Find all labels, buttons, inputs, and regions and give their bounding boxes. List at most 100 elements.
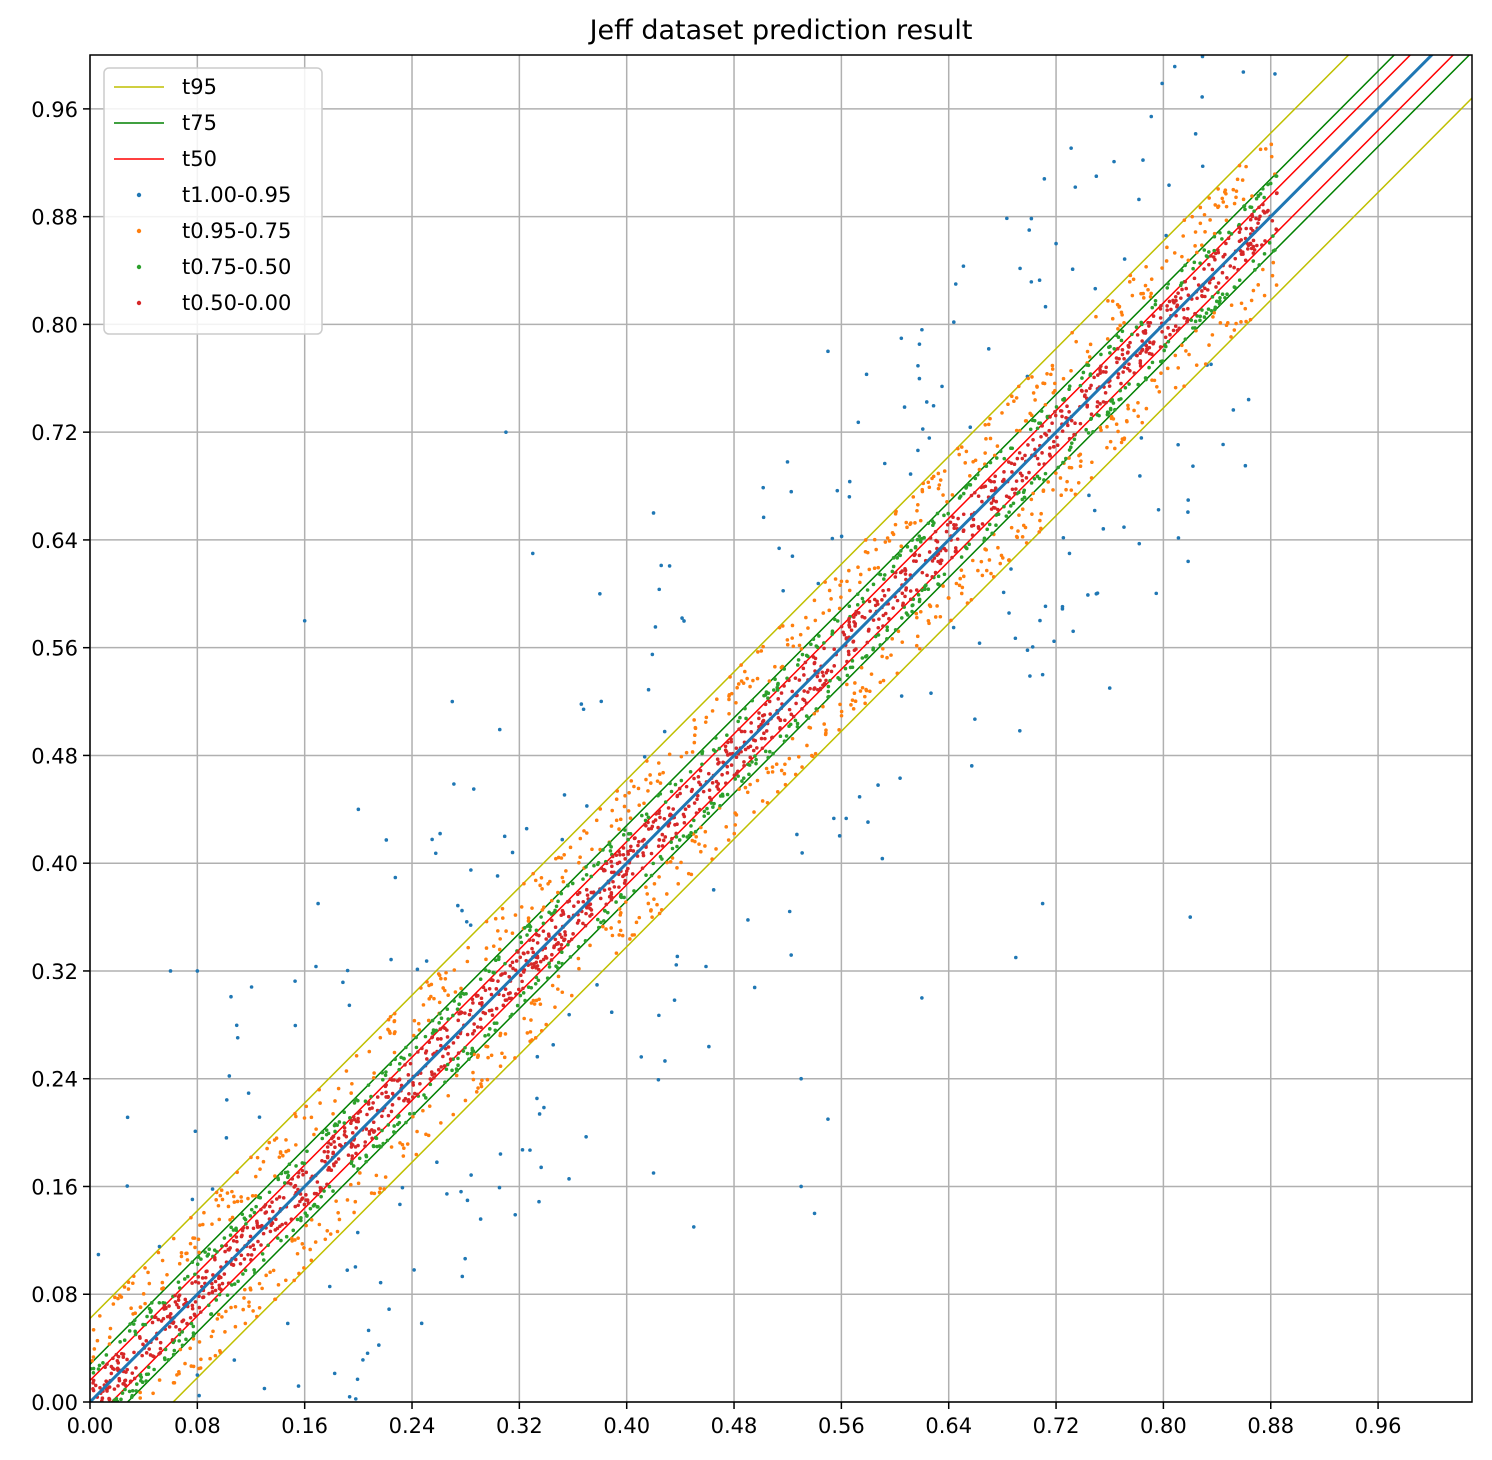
data-point [544, 1022, 549, 1027]
data-point [791, 714, 796, 719]
data-point [1079, 459, 1083, 463]
data-point [1275, 191, 1279, 195]
data-point [1069, 418, 1074, 423]
data-point [117, 1378, 122, 1383]
data-point [984, 568, 989, 573]
data-point [623, 793, 627, 798]
data-point [467, 1012, 472, 1017]
data-point [1214, 299, 1219, 304]
data-point [1116, 429, 1120, 434]
data-point [327, 1184, 332, 1189]
data-point [795, 724, 800, 729]
data-point [763, 749, 768, 754]
data-point [1126, 350, 1130, 354]
data-point [107, 1396, 111, 1401]
y-tick-label: 0.48 [31, 744, 78, 768]
data-point [1004, 514, 1009, 518]
data-point [403, 1063, 407, 1067]
data-point [485, 1077, 490, 1082]
data-point [1025, 648, 1030, 652]
data-point [503, 987, 508, 991]
data-point [568, 955, 573, 959]
data-point [826, 695, 830, 699]
data-point [217, 1292, 222, 1297]
data-point [518, 935, 523, 939]
data-point [384, 838, 389, 842]
data-point [1122, 356, 1126, 361]
data-point [725, 771, 730, 775]
data-point [880, 598, 884, 602]
data-point [883, 611, 888, 616]
data-point [858, 689, 863, 693]
data-point [1166, 339, 1171, 344]
data-point [621, 852, 626, 857]
data-point [208, 1356, 212, 1361]
data-point [778, 734, 783, 739]
data-point [484, 1044, 488, 1049]
data-point [222, 1236, 227, 1240]
data-point [891, 556, 896, 560]
data-point [302, 1116, 307, 1120]
data-point [432, 996, 436, 1001]
data-point [890, 569, 895, 574]
data-point [854, 647, 858, 651]
data-point [710, 781, 715, 785]
data-point [173, 1293, 177, 1298]
data-point [1031, 491, 1035, 496]
data-point [764, 766, 769, 771]
data-point [876, 783, 880, 787]
data-point [1200, 95, 1204, 99]
data-point [917, 342, 922, 346]
data-point [768, 712, 772, 716]
data-point [900, 603, 905, 608]
data-point [351, 1114, 356, 1119]
data-point [850, 659, 855, 663]
data-point [1060, 604, 1065, 609]
data-point [427, 997, 432, 1001]
data-point [1258, 191, 1263, 196]
data-point [304, 1223, 308, 1228]
data-point [329, 1168, 334, 1173]
data-point [915, 615, 919, 620]
data-point [1042, 478, 1046, 482]
data-point [1212, 234, 1217, 239]
data-point [976, 526, 981, 531]
data-point [1094, 314, 1098, 319]
data-point [255, 1314, 259, 1319]
data-point [327, 1284, 332, 1289]
data-point [1049, 372, 1053, 377]
data-point [284, 1234, 289, 1239]
data-point [392, 1019, 397, 1023]
data-point [374, 1173, 379, 1178]
data-point [1233, 256, 1238, 261]
data-point [926, 618, 931, 623]
data-point [618, 928, 623, 933]
data-point [612, 885, 617, 889]
data-point [1041, 488, 1046, 492]
data-point [292, 1185, 296, 1189]
data-point [252, 1268, 256, 1272]
data-point [378, 1035, 383, 1040]
data-point [401, 1154, 406, 1158]
data-point [346, 1153, 351, 1157]
data-point [306, 1201, 311, 1205]
data-point [528, 1148, 532, 1152]
data-point [610, 933, 615, 938]
data-point [1251, 288, 1256, 293]
data-point [507, 975, 512, 979]
data-point [470, 1031, 475, 1036]
data-point [1017, 451, 1022, 455]
data-point [1095, 404, 1100, 409]
data-point [770, 765, 775, 769]
data-point [682, 619, 686, 623]
data-point [1211, 315, 1215, 319]
data-point [851, 640, 855, 644]
data-point [125, 1357, 129, 1362]
data-point [333, 1145, 337, 1150]
data-point [430, 1035, 435, 1039]
data-point [1200, 294, 1205, 299]
data-point [1200, 55, 1205, 59]
data-point [628, 816, 633, 820]
data-point [584, 887, 589, 892]
data-point [318, 1185, 323, 1190]
